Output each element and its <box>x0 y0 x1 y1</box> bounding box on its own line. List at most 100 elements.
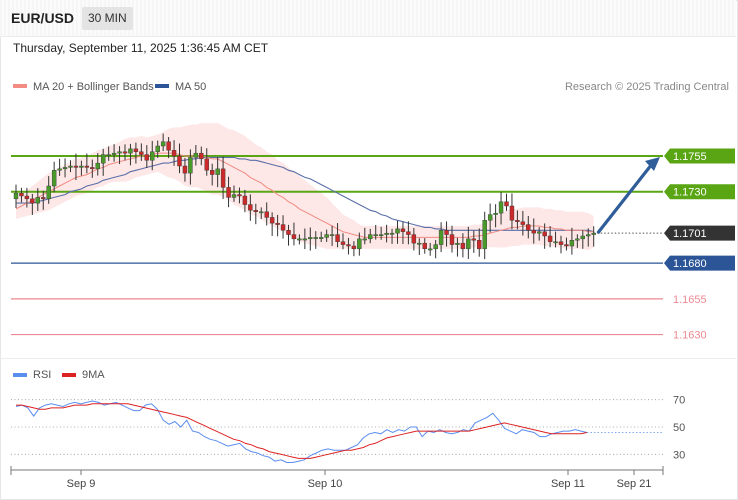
pane-separator <box>0 358 736 359</box>
candle-body <box>73 165 79 168</box>
candle-body <box>319 237 324 239</box>
candle-body <box>160 141 166 147</box>
candle-body <box>340 241 346 245</box>
ma50-legend-swatch <box>155 84 169 88</box>
current-price-label: 1.1701 <box>673 228 707 240</box>
candle-body <box>166 141 171 151</box>
ma50-legend-label: MA 50 <box>175 81 206 93</box>
level-tag-1.1680 <box>664 255 735 271</box>
bollinger-bands <box>16 123 594 251</box>
candle-body <box>171 150 177 157</box>
target-projection <box>596 157 660 235</box>
candle-body <box>106 154 111 156</box>
candle-body <box>313 237 318 239</box>
candle-body <box>264 211 269 218</box>
candle-body <box>237 194 242 197</box>
candle-body <box>504 201 509 207</box>
candle-body <box>362 238 367 241</box>
rsi-line <box>15 400 588 463</box>
candle-body <box>13 192 19 200</box>
candle-body <box>150 151 155 161</box>
candle-body <box>144 154 150 161</box>
candle-body <box>586 234 591 237</box>
candle-body <box>155 145 160 152</box>
rsi-legend: RSI 9MA <box>13 369 105 381</box>
ma20-line <box>15 152 594 238</box>
rsi-ma-legend-label: 9MA <box>82 369 105 381</box>
candle-body <box>46 185 51 200</box>
candle-body <box>477 240 482 250</box>
rsi-tick-70: 70 <box>673 395 685 407</box>
x-axis: Sep 9 Sep 10 Sep 11 Sep 21 <box>10 466 664 490</box>
candle-body <box>471 238 476 241</box>
candle-body <box>286 230 291 235</box>
rsi-tick-30: 30 <box>673 449 685 461</box>
candle-body <box>220 168 226 188</box>
ma20-legend-swatch <box>13 84 27 88</box>
credit-label: Research © 2025 Trading Central <box>565 81 729 93</box>
x-tick-label: Sep 11 <box>551 478 585 490</box>
candle-body <box>275 222 280 225</box>
candle-body <box>133 148 139 152</box>
candle-body <box>335 234 340 242</box>
candle-body <box>542 231 547 237</box>
candle-body <box>100 154 106 164</box>
candle-body <box>291 234 297 240</box>
candle-body <box>259 211 264 214</box>
x-tick-label: Sep 10 <box>308 478 343 490</box>
candle-body <box>253 210 259 212</box>
candle-body <box>324 234 329 238</box>
projection-arrow-line <box>596 163 654 235</box>
candle-body <box>569 240 575 247</box>
rsi-ma-line <box>16 403 588 459</box>
candle-body <box>411 234 417 244</box>
moving-averages <box>15 152 594 238</box>
rsi-pane: 70 50 30 <box>11 395 685 463</box>
candle-body <box>204 158 209 171</box>
candle-body <box>95 162 100 170</box>
candlesticks <box>13 133 596 260</box>
bollinger-band-fill <box>16 123 594 251</box>
candle-body <box>177 155 182 167</box>
candle-body <box>62 167 68 170</box>
candle-body <box>302 238 308 241</box>
rsi-tick-50: 50 <box>673 422 685 434</box>
candle-body <box>139 151 144 155</box>
candle-body <box>351 245 357 250</box>
candle-body <box>449 234 455 245</box>
candle-body <box>231 194 237 198</box>
candle-body <box>30 198 35 204</box>
timeframe-button[interactable]: 30 MIN <box>82 7 133 30</box>
candle-body <box>558 241 564 245</box>
candle-body <box>90 167 95 170</box>
level-label-1.1680: 1.1680 <box>673 258 707 270</box>
candle-body <box>553 241 558 244</box>
candle-body <box>242 195 248 205</box>
price-legend: MA 20 + Bollinger Bands MA 50 Research ©… <box>13 81 729 93</box>
datetime-label: Thursday, September 11, 2025 1:36:45 AM … <box>13 41 269 55</box>
candle-body <box>368 234 373 240</box>
candle-body <box>433 244 438 250</box>
candle-body <box>373 234 378 236</box>
candle-body <box>68 165 73 168</box>
candle-body <box>428 248 433 251</box>
candle-body <box>297 238 302 241</box>
candle-body <box>357 238 362 250</box>
candle-body <box>438 230 444 245</box>
candle-body <box>493 212 498 215</box>
candle-body <box>79 165 84 168</box>
level-label-1.1730: 1.1730 <box>673 187 707 199</box>
candle-body <box>520 221 526 225</box>
x-tick-label: Sep 9 <box>67 478 96 490</box>
candle-body <box>122 151 128 154</box>
ma50-line <box>16 156 594 233</box>
candle-body <box>188 157 193 174</box>
candle-body <box>591 232 596 235</box>
candle-body <box>269 217 275 224</box>
candle-body <box>422 242 427 250</box>
level-label-1.1630: 1.1630 <box>673 330 707 342</box>
candle-body <box>35 197 40 204</box>
projection-arrow-head <box>645 157 660 171</box>
level-label-1.1755: 1.1755 <box>673 151 707 163</box>
